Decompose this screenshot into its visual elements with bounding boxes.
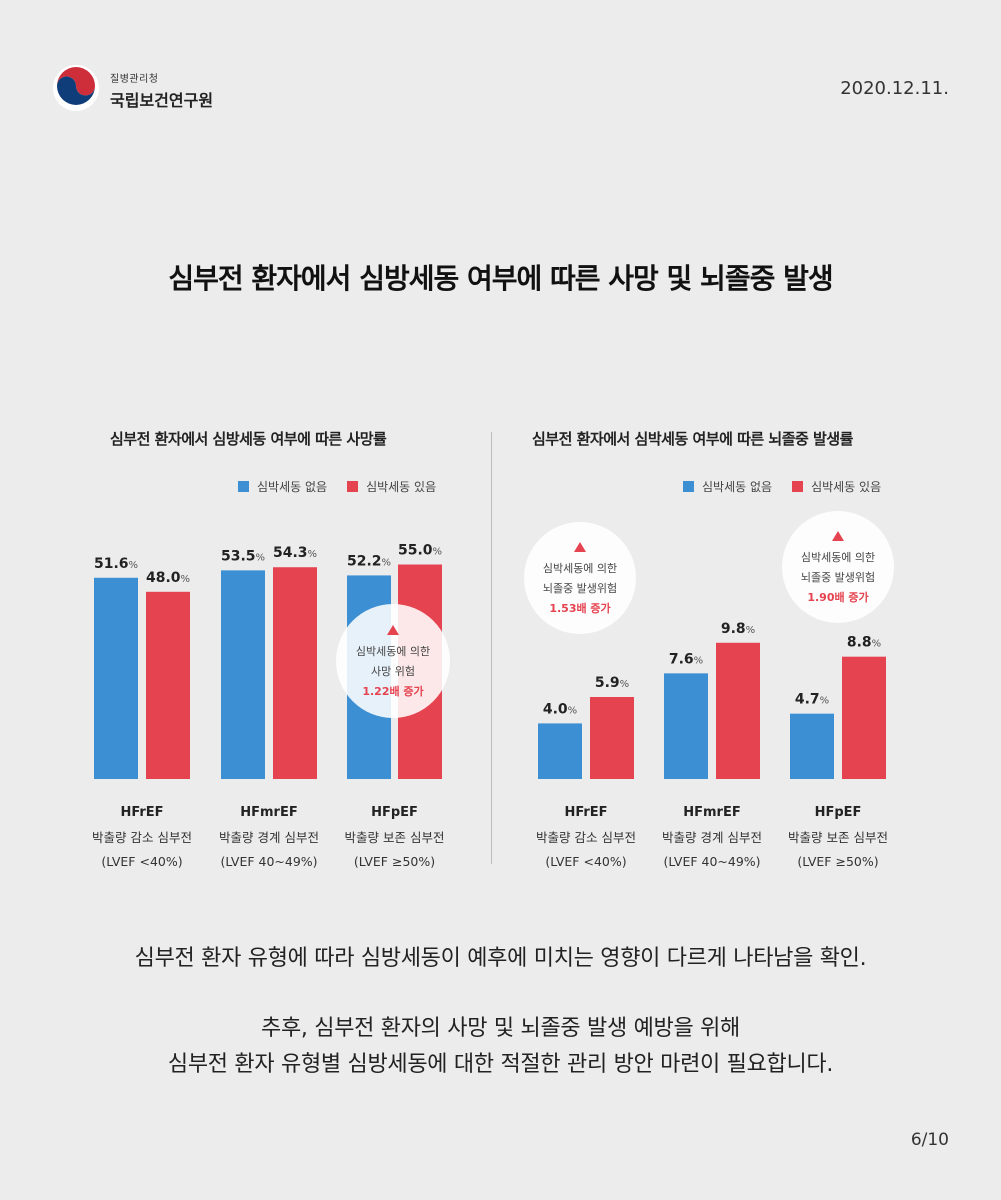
org-main-label: 국립보건연구원: [110, 91, 214, 110]
conclusion-line-3: 심부전 환자 유형별 심방세동에 대한 적절한 관리 방안 마련이 필요합니다.: [167, 1052, 834, 1077]
publish-date: 2020.12.11.: [840, 78, 949, 99]
category-sublabel-hfpef: 박출량 보존 심부전: [788, 830, 888, 845]
category-label-hfpef: HFpEF: [371, 805, 418, 820]
bar-af-hfmref: [716, 642, 760, 779]
legend-label-af: 심박세동 있음: [366, 480, 437, 494]
legend-swatch-red: [347, 481, 359, 492]
up-triangle-icon: [387, 625, 399, 635]
legend-label-no-af: 심박세동 없음: [702, 480, 773, 494]
category-sublabel-hfmref: 박출량 경계 심부전: [662, 830, 762, 845]
legend-swatch-blue: [238, 481, 249, 492]
page-title: 심부전 환자에서 심방세동 여부에 따른 사망 및 뇌졸중 발생: [168, 262, 833, 295]
bar-no-af-hfmref: [221, 570, 265, 779]
bar-af-hfref: [590, 696, 634, 779]
page-number: 6/10: [910, 1130, 949, 1150]
data-label-af-hfmref: 54.3%: [273, 545, 317, 561]
annotation-highlight: 1.90배 증가: [807, 590, 868, 604]
annotation-bubble: [782, 511, 894, 623]
bar-af-hfpef: [842, 656, 886, 779]
annotation-highlight: 1.22배 증가: [362, 684, 423, 698]
data-label-af-hfmref: 9.8%: [721, 621, 755, 637]
annotation-text: 심박세동에 의한: [356, 645, 430, 658]
org-top-label: 질병관리청: [110, 74, 159, 85]
legend-label-af: 심박세동 있음: [811, 480, 882, 494]
data-label-af-hfpef: 8.8%: [847, 635, 881, 651]
category-sublabel-hfpef: 박출량 보존 심부전: [345, 830, 445, 845]
mortality-chart-title: 심부전 환자에서 심방세동 여부에 따른 사망률: [110, 430, 387, 448]
annotation-text: 심박세동에 의한: [543, 562, 617, 575]
category-label-hfpef: HFpEF: [815, 805, 862, 820]
up-triangle-icon: [574, 542, 586, 552]
government-logo-icon: [53, 65, 99, 111]
annotation-bubble: [336, 604, 450, 718]
annotation-text: 뇌졸중 발생위험: [801, 571, 875, 584]
category-sublabel-hfmref: (LVEF 40~49%): [220, 854, 317, 869]
category-sublabel-hfref: (LVEF <40%): [101, 854, 182, 869]
organization-name: 질병관리청 국립보건연구원: [110, 70, 213, 111]
bar-af-hfref: [146, 591, 190, 779]
annotation-text: 사망 위험: [371, 665, 415, 678]
stroke-chart-legend: 심박세동 없음 심박세동 있음: [683, 478, 881, 495]
data-label-no-af-hfmref: 7.6%: [669, 651, 703, 667]
bar-no-af-hfref: [538, 723, 582, 779]
category-sublabel-hfref: 박출량 감소 심부전: [536, 830, 636, 845]
data-label-af-hfref: 48.0%: [146, 570, 190, 586]
category-sublabel-hfpef: (LVEF ≥50%): [797, 854, 878, 869]
category-label-hfmref: HFmrEF: [240, 805, 297, 820]
category-sublabel-hfref: 박출량 감소 심부전: [92, 830, 192, 845]
legend-swatch-red: [792, 481, 804, 492]
data-label-no-af-hfref: 51.6%: [94, 556, 138, 572]
conclusion-line-2: 추후, 심부전 환자의 사망 및 뇌졸중 발생 예방을 위해: [261, 1016, 740, 1041]
data-label-no-af-hfref: 4.0%: [543, 701, 577, 717]
category-label-hfref: HFrEF: [564, 805, 607, 820]
category-label-hfref: HFrEF: [120, 805, 163, 820]
data-label-af-hfpef: 55.0%: [398, 543, 442, 559]
annotation-bubble: [524, 522, 636, 634]
stroke-chart-title: 심부전 환자에서 심박세동 여부에 따른 뇌졸중 발생률: [532, 430, 853, 448]
legend-label-no-af: 심박세동 없음: [257, 480, 328, 494]
category-sublabel-hfmref: 박출량 경계 심부전: [219, 830, 319, 845]
conclusion-line-1: 심부전 환자 유형에 따라 심방세동이 예후에 미치는 영향이 다르게 나타남을…: [134, 946, 867, 971]
data-label-af-hfref: 5.9%: [595, 675, 629, 691]
bar-no-af-hfref: [94, 577, 138, 779]
panel-divider: [491, 432, 492, 864]
bar-charts: 51.6% 53.5% 52.2% 48.0% 54.3% 55.0% HFrEF 박출량 감…: [92, 511, 894, 869]
annotation-text: 심박세동에 의한: [801, 551, 875, 564]
annotation-text: 뇌졸중 발생위험: [543, 582, 617, 595]
bar-af-hfmref: [273, 567, 317, 779]
category-sublabel-hfmref: (LVEF 40~49%): [663, 854, 760, 869]
mortality-chart-legend: 심박세동 없음 심박세동 있음: [238, 478, 436, 495]
annotation-highlight: 1.53배 증가: [549, 601, 610, 615]
category-sublabel-hfref: (LVEF <40%): [545, 854, 626, 869]
legend-item-af: 심박세동 있음: [347, 478, 436, 495]
up-triangle-icon: [832, 531, 844, 541]
legend-item-no-af: 심박세동 없음: [238, 478, 327, 495]
bar-no-af-hfmref: [664, 673, 708, 779]
category-label-hfmref: HFmrEF: [683, 805, 740, 820]
data-label-no-af-hfmref: 53.5%: [221, 548, 265, 564]
category-sublabel-hfpef: (LVEF ≥50%): [354, 854, 435, 869]
legend-item-no-af: 심박세동 없음: [683, 478, 772, 495]
data-label-no-af-hfpef: 52.2%: [347, 553, 391, 569]
legend-item-af: 심박세동 있음: [792, 478, 881, 495]
legend-swatch-blue: [683, 481, 694, 492]
bar-no-af-hfpef: [790, 713, 834, 779]
data-label-no-af-hfpef: 4.7%: [795, 692, 829, 708]
